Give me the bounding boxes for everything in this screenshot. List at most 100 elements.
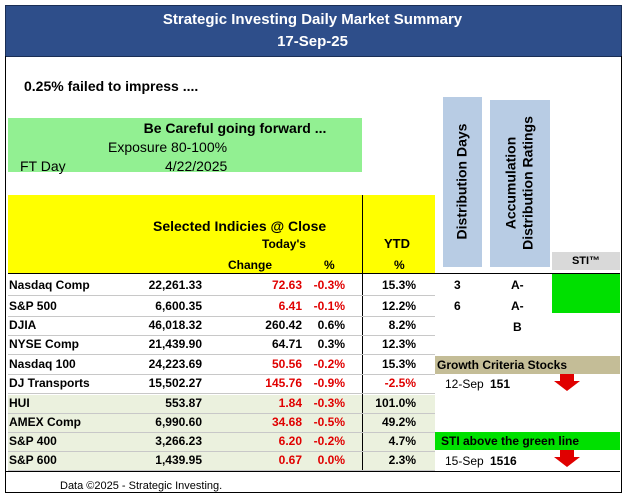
- close: 1,439.95: [155, 453, 202, 467]
- change: 64.71: [271, 337, 302, 351]
- change-pct: -0.5%: [313, 415, 345, 429]
- sti-line-header: [435, 432, 620, 450]
- column-label: Change: [228, 258, 273, 272]
- change: 6.41: [278, 299, 302, 313]
- ratings-header: [490, 100, 550, 267]
- row-rule: [8, 335, 435, 336]
- close: 6,600.35: [155, 299, 202, 313]
- row-rule: [8, 432, 435, 433]
- rating-value: B: [513, 320, 522, 334]
- close: 3,266.23: [155, 434, 202, 448]
- row-rule: [8, 295, 435, 296]
- ytd-pct: 8.2%: [388, 318, 416, 332]
- growth-date: 12-Sep: [445, 377, 484, 391]
- todays-label: Today's: [262, 237, 306, 251]
- index-name: HUI: [9, 396, 30, 410]
- ytd-pct: 49.2%: [381, 415, 416, 429]
- change-pct: -0.3%: [313, 396, 345, 410]
- change-pct: -0.2%: [313, 357, 345, 371]
- rule: [8, 273, 620, 274]
- change: 145.76: [265, 376, 302, 390]
- change: 50.56: [271, 357, 302, 371]
- sti-line-value: 1516: [490, 454, 517, 468]
- footer: Data ©2025 - Strategic Investing.: [60, 480, 223, 492]
- distribution-value: 6: [454, 299, 461, 313]
- ytd-label: YTD: [384, 236, 410, 251]
- change: 260.42: [265, 318, 302, 332]
- index-name: Nasdaq 100: [9, 357, 76, 371]
- date: 17-Sep-25: [277, 33, 348, 50]
- growth-label: Growth Criteria Stocks: [437, 358, 568, 372]
- sti-header: [552, 252, 620, 270]
- column-label: %: [324, 258, 335, 272]
- index-name: DJIA: [9, 318, 37, 332]
- sti-signal: [552, 274, 620, 313]
- growth-value: 151: [490, 377, 511, 391]
- row-rule: [8, 374, 435, 375]
- change-pct: 0.0%: [317, 453, 345, 467]
- ytd-pct: 101.0%: [375, 396, 416, 410]
- close: 6,990.60: [155, 415, 202, 429]
- ytd-pct: 12.2%: [381, 299, 416, 313]
- down-arrow: [554, 450, 580, 467]
- distribution-value: 3: [454, 278, 461, 292]
- close: 15,502.27: [148, 376, 202, 390]
- change: 6.20: [278, 434, 302, 448]
- index-name: Nasdaq Comp: [9, 278, 90, 292]
- row-rule: [8, 451, 435, 452]
- change: 1.84: [278, 396, 302, 410]
- sti-line-label: STI above the green line: [441, 434, 580, 448]
- close: 22,261.33: [148, 278, 202, 292]
- ytd-pct: -2.5%: [384, 376, 416, 390]
- rating-value: A-: [511, 278, 524, 292]
- frame: [5, 56, 622, 493]
- close: 24,223.69: [148, 357, 202, 371]
- table-title: Selected Indicies @ Close: [153, 218, 327, 234]
- ft-day: 4/22/2025: [165, 158, 228, 174]
- index-name: S&P 500: [9, 299, 57, 313]
- headline: 0.25% failed to impress ....: [24, 78, 199, 94]
- rule: [5, 471, 620, 472]
- sti-line-date: 15-Sep: [445, 454, 484, 468]
- change-pct: -0.9%: [313, 376, 345, 390]
- change-pct: 0.6%: [317, 318, 345, 332]
- outlook-message: Be Careful going forward ...: [143, 120, 327, 136]
- change-pct: -0.3%: [313, 278, 345, 292]
- column-label: %: [394, 258, 405, 272]
- ytd-pct: 4.7%: [388, 434, 416, 448]
- index-name: S&P 400: [9, 434, 57, 448]
- index-name: DJ Transports: [9, 376, 90, 390]
- close: 553.87: [165, 396, 202, 410]
- change-pct: -0.1%: [313, 299, 345, 313]
- index-name: NYSE Comp: [9, 337, 80, 351]
- ft-day-label: FT Day: [20, 158, 66, 174]
- row-rule: [8, 413, 435, 414]
- change-pct: -0.2%: [313, 434, 345, 448]
- change: 0.67: [278, 453, 302, 467]
- row-rule: [8, 393, 435, 394]
- header-bar: [5, 5, 622, 57]
- row-rule: [8, 354, 435, 355]
- close: 21,439.90: [148, 337, 202, 351]
- divider: [362, 195, 363, 471]
- distribution-header: [443, 97, 482, 267]
- ytd-pct: 2.3%: [388, 453, 416, 467]
- outlook-box: [8, 118, 362, 172]
- title: Strategic Investing Daily Market Summary: [162, 11, 463, 28]
- row-band: [8, 395, 435, 471]
- ytd-pct: 15.3%: [381, 357, 416, 371]
- rating-value: A-: [511, 299, 524, 313]
- ytd-pct: 15.3%: [381, 278, 416, 292]
- index-name: S&P 600: [9, 453, 57, 467]
- growth-header: [435, 356, 620, 374]
- exposure: Exposure 80-100%: [108, 139, 228, 155]
- index-name: AMEX Comp: [9, 415, 81, 429]
- table-header: [8, 195, 435, 273]
- row-rule: [8, 316, 435, 317]
- change: 34.68: [271, 415, 302, 429]
- ytd-pct: 12.3%: [381, 337, 416, 351]
- close: 46,018.32: [148, 318, 202, 332]
- sti-label: STI™: [571, 255, 601, 267]
